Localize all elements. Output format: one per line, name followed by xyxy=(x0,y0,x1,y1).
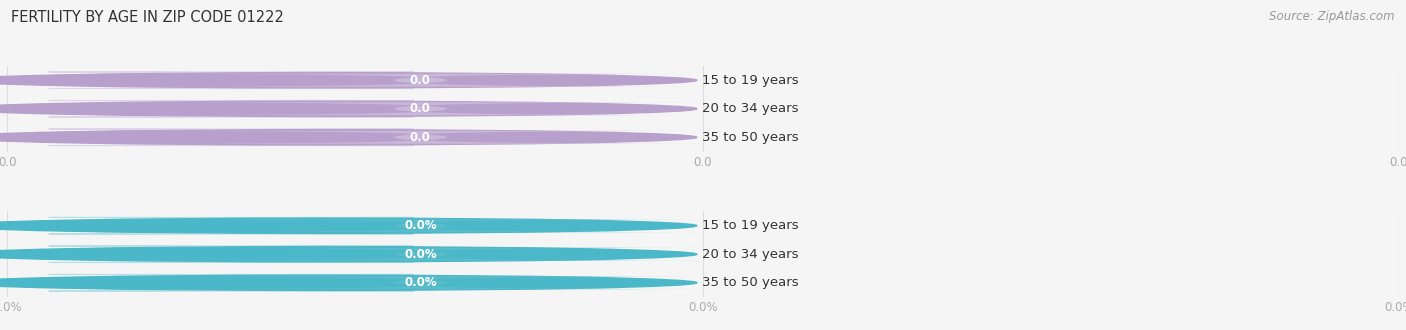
FancyBboxPatch shape xyxy=(10,217,453,234)
FancyBboxPatch shape xyxy=(10,246,453,262)
Circle shape xyxy=(0,218,697,233)
Text: 35 to 50 years: 35 to 50 years xyxy=(703,131,799,144)
Circle shape xyxy=(0,73,697,88)
FancyBboxPatch shape xyxy=(132,248,709,261)
Text: 0.0: 0.0 xyxy=(411,74,430,87)
FancyBboxPatch shape xyxy=(10,129,453,146)
Text: 0.0%: 0.0% xyxy=(404,248,437,261)
FancyBboxPatch shape xyxy=(10,101,453,117)
FancyBboxPatch shape xyxy=(132,131,709,144)
Text: Source: ZipAtlas.com: Source: ZipAtlas.com xyxy=(1270,10,1395,23)
Text: FERTILITY BY AGE IN ZIP CODE 01222: FERTILITY BY AGE IN ZIP CODE 01222 xyxy=(11,10,284,25)
FancyBboxPatch shape xyxy=(10,275,453,291)
FancyBboxPatch shape xyxy=(132,219,709,232)
Text: 20 to 34 years: 20 to 34 years xyxy=(703,248,799,261)
Circle shape xyxy=(0,130,697,145)
FancyBboxPatch shape xyxy=(132,276,709,289)
Text: 15 to 19 years: 15 to 19 years xyxy=(703,219,799,232)
Circle shape xyxy=(0,275,697,290)
FancyBboxPatch shape xyxy=(132,74,709,87)
Circle shape xyxy=(0,101,697,116)
Text: 0.0: 0.0 xyxy=(411,102,430,115)
Text: 20 to 34 years: 20 to 34 years xyxy=(703,102,799,115)
Text: 35 to 50 years: 35 to 50 years xyxy=(703,276,799,289)
Text: 0.0%: 0.0% xyxy=(404,276,437,289)
Circle shape xyxy=(0,247,697,262)
FancyBboxPatch shape xyxy=(10,72,453,88)
Text: 15 to 19 years: 15 to 19 years xyxy=(703,74,799,87)
Text: 0.0%: 0.0% xyxy=(404,219,437,232)
FancyBboxPatch shape xyxy=(132,102,709,115)
Text: 0.0: 0.0 xyxy=(411,131,430,144)
